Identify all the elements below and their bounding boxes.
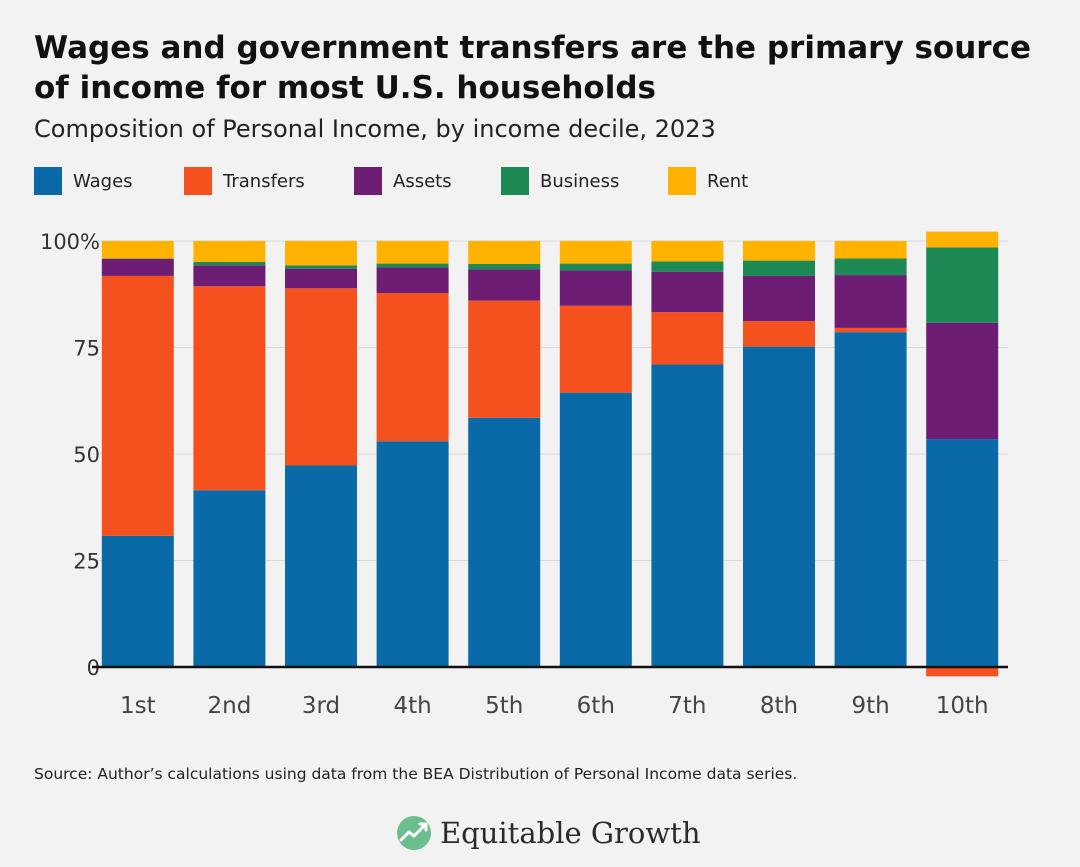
growth-leaf-icon xyxy=(397,816,431,850)
bar-assets-3rd xyxy=(285,268,357,289)
stacked-bar-chart: 0255075100%1st2nd3rd4th5th6th7th8th9th10… xyxy=(40,230,1008,719)
chart-title: Wages and government transfers are the p… xyxy=(34,30,1031,106)
x-tick-label-5th: 5th xyxy=(485,693,523,719)
source-note: Source: Author’s calculations using data… xyxy=(34,765,798,783)
legend-label-wages: Wages xyxy=(73,170,133,192)
y-tick-label-100: 100% xyxy=(40,230,100,254)
bar-business-3rd xyxy=(285,265,357,269)
bar-assets-5th xyxy=(468,269,541,301)
x-tick-label-2nd: 2nd xyxy=(207,693,251,719)
legend-label-transfers: Transfers xyxy=(223,170,305,192)
axes: 0255075100%1st2nd3rd4th5th6th7th8th9th10… xyxy=(40,230,1008,719)
bar-business-6th xyxy=(559,263,632,271)
legend-item-assets: Assets xyxy=(354,167,501,195)
bar-wages-6th xyxy=(559,392,632,667)
bar-rent-4th xyxy=(376,241,449,264)
bar-wages-10th xyxy=(926,439,999,667)
bar-rent-8th xyxy=(743,241,815,261)
bar-rent-3rd xyxy=(285,241,357,266)
bar-wages-4th xyxy=(376,441,449,667)
bar-wages-3rd xyxy=(285,465,357,667)
bar-wages-5th xyxy=(468,417,541,667)
bar-assets-8th xyxy=(743,275,815,322)
x-tick-label-8th: 8th xyxy=(760,693,798,719)
bar-assets-1st xyxy=(101,258,174,276)
x-tick-label-7th: 7th xyxy=(668,693,706,719)
bar-rent-5th xyxy=(468,241,541,265)
x-tick-label-4th: 4th xyxy=(393,693,431,719)
bar-assets-7th xyxy=(651,271,724,313)
bar-wages-8th xyxy=(743,346,815,667)
bar-business-7th xyxy=(651,261,724,272)
chart-subtitle: Composition of Personal Income, by incom… xyxy=(34,115,716,143)
x-tick-label-1st: 1st xyxy=(120,693,156,719)
x-tick-label-6th: 6th xyxy=(577,693,615,719)
bar-business-4th xyxy=(376,263,449,268)
bar-rent-2nd xyxy=(193,241,266,262)
bar-transfers-3rd xyxy=(285,288,357,466)
bar-business-10th xyxy=(926,247,999,323)
bar-rent-6th xyxy=(559,241,632,264)
legend-item-transfers: Transfers xyxy=(184,167,354,195)
x-tick-label-3rd: 3rd xyxy=(302,693,340,719)
bar-assets-6th xyxy=(559,270,632,306)
bar-transfers-10th xyxy=(926,667,999,677)
legend-item-wages: Wages xyxy=(34,167,184,195)
legend-swatch-rent xyxy=(668,167,696,195)
y-tick-label-75: 75 xyxy=(73,337,100,361)
bar-transfers-4th xyxy=(376,292,449,442)
bar-wages-1st xyxy=(101,535,174,667)
bar-transfers-1st xyxy=(101,275,174,536)
legend-label-assets: Assets xyxy=(393,170,452,192)
y-tick-label-25: 25 xyxy=(73,550,100,574)
legend: Wages Transfers Assets Business Rent xyxy=(34,167,748,195)
legend-item-business: Business xyxy=(501,167,668,195)
bar-rent-10th xyxy=(926,231,999,248)
brand-logo: Equitable Growth xyxy=(396,812,701,854)
legend-item-rent: Rent xyxy=(668,167,748,195)
bar-transfers-2nd xyxy=(193,286,266,491)
legend-label-rent: Rent xyxy=(707,170,749,192)
x-tick-label-9th: 9th xyxy=(851,693,889,719)
bar-business-9th xyxy=(834,258,907,276)
bar-transfers-6th xyxy=(559,305,632,393)
bar-business-5th xyxy=(468,264,541,270)
bar-rent-1st xyxy=(101,241,174,259)
legend-swatch-business xyxy=(501,167,529,195)
bar-wages-9th xyxy=(834,332,907,667)
bars xyxy=(101,231,999,677)
legend-swatch-transfers xyxy=(184,167,212,195)
bar-assets-9th xyxy=(834,275,907,328)
bar-business-8th xyxy=(743,260,815,276)
bar-transfers-5th xyxy=(468,300,541,418)
brand-name: Equitable Growth xyxy=(440,816,701,850)
bar-wages-7th xyxy=(651,364,724,667)
bar-assets-10th xyxy=(926,322,999,440)
bar-business-2nd xyxy=(193,261,266,266)
legend-label-business: Business xyxy=(540,170,620,192)
bar-rent-9th xyxy=(834,241,907,259)
bar-transfers-9th xyxy=(834,327,907,333)
x-tick-label-10th: 10th xyxy=(936,693,989,719)
legend-swatch-assets xyxy=(354,167,382,195)
bar-assets-2nd xyxy=(193,265,266,287)
bar-transfers-7th xyxy=(651,312,724,365)
bar-rent-7th xyxy=(651,241,724,262)
legend-swatch-wages xyxy=(34,167,62,195)
bar-wages-2nd xyxy=(193,490,266,667)
bar-transfers-8th xyxy=(743,321,815,347)
y-tick-label-50: 50 xyxy=(73,443,100,467)
bar-assets-4th xyxy=(376,267,449,293)
